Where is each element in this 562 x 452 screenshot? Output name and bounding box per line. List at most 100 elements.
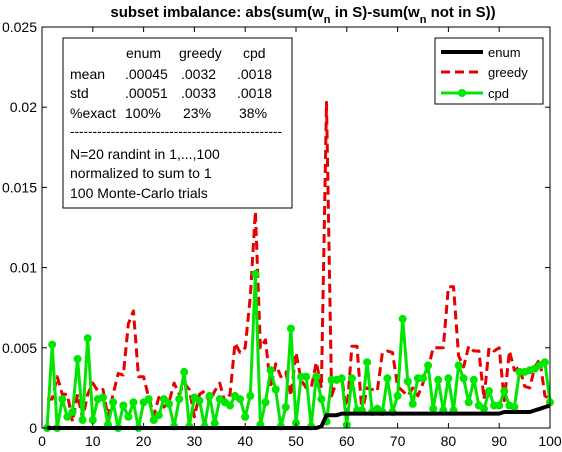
legend-greedy-label: greedy: [488, 65, 528, 80]
cpd-point: [83, 334, 92, 343]
y-tick-label: 0: [29, 420, 37, 436]
cpd-point: [363, 358, 372, 367]
cpd-point: [78, 416, 87, 424]
x-tick-label: 10: [85, 433, 101, 449]
x-tick-label: 40: [237, 433, 253, 449]
info-row-mean-greedy: .0032: [181, 66, 216, 82]
info-row-mean-cpd: .0018: [237, 66, 272, 82]
y-tick-label: 0.025: [2, 19, 37, 35]
x-tick-label: 20: [136, 433, 152, 449]
cpd-point: [119, 401, 128, 410]
info-header-greedy: greedy: [179, 45, 222, 61]
series-line-cpd: [45, 272, 552, 430]
x-tick-label: 0: [38, 433, 46, 449]
cpd-point: [469, 375, 478, 384]
legend-enum-label: enum: [488, 45, 521, 60]
info-row-std-cpd: .0018: [237, 85, 272, 101]
cpd-point: [281, 403, 290, 412]
info-row-exact-enum: 100%: [125, 105, 161, 121]
cpd-point: [251, 270, 260, 278]
cpd-point: [159, 395, 168, 404]
x-tick-label: 100: [538, 433, 562, 449]
x-tick-label: 50: [288, 433, 304, 449]
cpd-point: [246, 391, 255, 400]
info-row-exact-greedy: 23%: [183, 105, 211, 121]
y-tick-label: 0.01: [10, 260, 37, 276]
cpd-point: [459, 374, 468, 383]
cpd-point: [454, 361, 463, 370]
x-tick-label: 90: [491, 433, 507, 449]
cpd-point: [236, 395, 245, 404]
cpd-point: [271, 385, 280, 394]
axis-ticks: 0 10 20 30 40 50 60 70 80 90 100 0 0.005 0.01 0.015 0.0…: [2, 19, 562, 449]
legend: enum greedy cpd: [434, 37, 544, 105]
info-row-exact-label: %exact: [70, 105, 116, 121]
cpd-point: [88, 416, 97, 424]
cpd-point: [129, 398, 138, 407]
cpd-point: [68, 408, 77, 416]
cpd-point: [312, 372, 321, 381]
cpd-point: [226, 401, 234, 410]
y-tick-label: 0.005: [2, 340, 37, 356]
cpd-point: [317, 395, 326, 404]
cpd-point: [485, 387, 493, 396]
chart-title: subset imbalance: abs(sum(wn in S)-sum(w…: [110, 4, 495, 26]
legend-cpd-label: cpd: [488, 86, 509, 101]
cpd-point: [500, 387, 509, 396]
cpd-point: [210, 419, 219, 428]
info-note-3: 100 Monte-Carlo trials: [70, 185, 208, 201]
cpd-point: [149, 416, 158, 424]
cpd-point: [165, 399, 173, 408]
x-tick-label: 60: [339, 433, 355, 449]
cpd-point: [58, 395, 67, 404]
legend-cpd-marker: [458, 89, 466, 97]
info-row-exact-cpd: 38%: [239, 105, 267, 121]
cpd-point: [124, 412, 133, 421]
cpd-point: [403, 377, 412, 386]
cpd-point: [464, 398, 473, 407]
cpd-point: [408, 399, 417, 408]
info-box: enum greedy cpd mean .00045 .0032 .0018 …: [62, 37, 293, 209]
info-row-std-greedy: .0033: [181, 85, 216, 101]
cpd-point: [144, 395, 153, 404]
info-note-1: N=20 randint in 1,...,100: [70, 146, 220, 162]
info-row-mean-enum: .00045: [125, 66, 168, 82]
cpd-point: [540, 358, 549, 367]
cpd-point: [73, 355, 82, 363]
cpd-point: [175, 395, 184, 404]
cpd-point: [286, 324, 295, 333]
cpd-point: [480, 404, 488, 413]
cpd-point: [444, 374, 453, 383]
info-row-mean-label: mean: [70, 66, 105, 82]
x-tick-label: 70: [390, 433, 406, 449]
x-tick-label: 80: [441, 433, 457, 449]
info-header-enum: enum: [126, 45, 161, 61]
info-row-std-label: std: [70, 85, 89, 101]
cpd-point: [302, 372, 311, 381]
cpd-point: [337, 374, 346, 383]
cpd-point: [180, 367, 189, 376]
info-header-cpd: cpd: [243, 45, 266, 61]
cpd-point: [154, 411, 163, 420]
cpd-point: [419, 374, 427, 383]
cpd-point: [429, 404, 438, 413]
x-tick-label: 30: [187, 433, 203, 449]
info-separator: ----------------------------------------…: [70, 123, 282, 139]
cpd-point: [393, 391, 402, 400]
cpd-point: [347, 374, 356, 383]
info-row-std-enum: .00051: [125, 85, 168, 101]
cpd-point: [424, 361, 433, 370]
y-tick-label: 0.015: [2, 179, 37, 195]
cpd-point: [99, 393, 107, 402]
cpd-point: [63, 412, 72, 421]
info-box-frame: [62, 37, 293, 209]
cpd-point: [383, 374, 392, 383]
cpd-point: [495, 401, 504, 410]
cpd-point: [205, 391, 214, 400]
cpd-point: [261, 398, 270, 407]
cpd-point: [398, 314, 407, 323]
cpd-point: [109, 398, 118, 407]
cpd-point: [48, 340, 57, 349]
cpd-point: [266, 366, 275, 375]
